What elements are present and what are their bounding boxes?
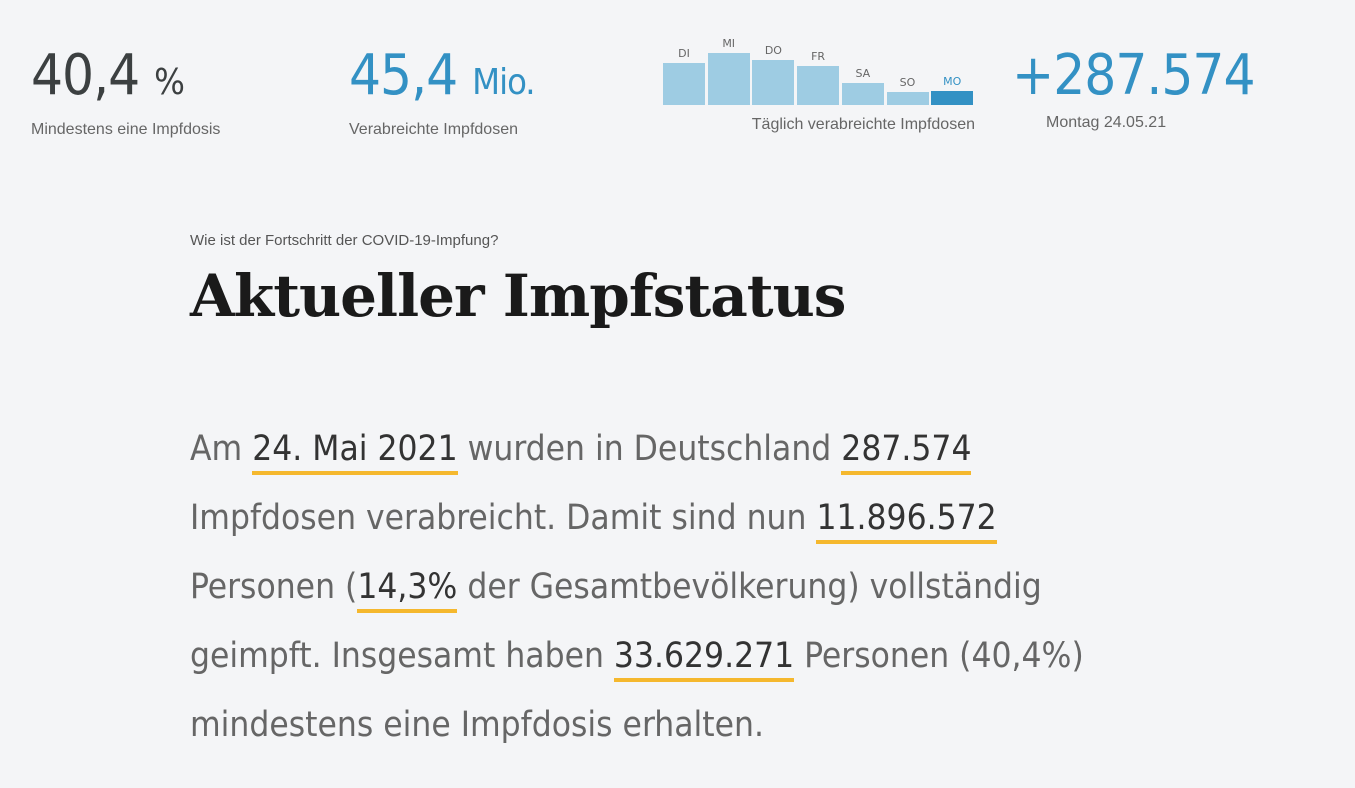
bar-so [886, 91, 929, 105]
bar-do [752, 60, 795, 105]
bar-label: DI [678, 47, 690, 61]
highlighted-value: 14,3% [357, 567, 458, 613]
daily-doses-chart: DI MI DO FR SA SO MO [663, 30, 975, 105]
text-segment: wurden in Deutschland [457, 429, 842, 469]
page-title: Aktueller Impfstatus [190, 262, 846, 330]
text-segment: Am [190, 429, 253, 469]
bar-di [663, 63, 705, 105]
stat-label: Mindestens eine Impfdosis [31, 121, 221, 138]
stat-unit: Mio. [472, 62, 535, 103]
text-segment: Personen (40,4%) mindestens eine Impfdos… [190, 636, 1084, 745]
highlighted-value: 24. Mai 2021 [252, 429, 458, 475]
stat-total-doses: 45,4 Mio. Verabreichte Impfdosen [349, 43, 536, 139]
stat-today: +287.574 Montag 24.05.21 [1012, 44, 1255, 132]
stat-value: 45,4 [349, 43, 458, 108]
bar-label: MI [722, 37, 736, 50]
highlighted-value: 11.896.572 [816, 498, 997, 544]
stat-label: Verabreichte Impfdosen [349, 121, 518, 138]
stat-value: +287.574 [1012, 43, 1255, 108]
chart-label: Täglich verabreichte Impfdosen [751, 116, 975, 133]
text-segment: Impfdosen verabreicht. Damit sind nun [190, 498, 817, 538]
stat-label: Montag 24.05.21 [1046, 114, 1167, 131]
stat-unit: % [154, 62, 185, 103]
bar-label: DO [764, 44, 782, 58]
stat-first-dose: 40,4 % Mindestens eine Impfdosis [31, 44, 220, 139]
bar-sa [841, 83, 884, 105]
article-kicker: Wie ist der Fortschritt der COVID-19-Imp… [190, 232, 499, 249]
bar-mi [707, 53, 750, 105]
text-segment: der Gesamtbevölkerung) vollständig geimp… [190, 567, 1042, 676]
highlighted-value: 33.629.271 [613, 636, 795, 682]
bar-label: MO [943, 75, 962, 89]
bar-label: SO [899, 75, 916, 89]
stat-value: 40,4 [31, 43, 140, 108]
highlighted-value: 287.574 [841, 429, 972, 475]
bar-fr [797, 66, 840, 105]
bar-label: FR [811, 50, 826, 64]
bar-mo [931, 91, 974, 105]
article-paragraph: Am 24. Mai 2021 wurden in Deutschland 28… [190, 415, 1130, 760]
bar-label: SA [855, 67, 871, 81]
text-segment: Personen ( [190, 567, 358, 607]
